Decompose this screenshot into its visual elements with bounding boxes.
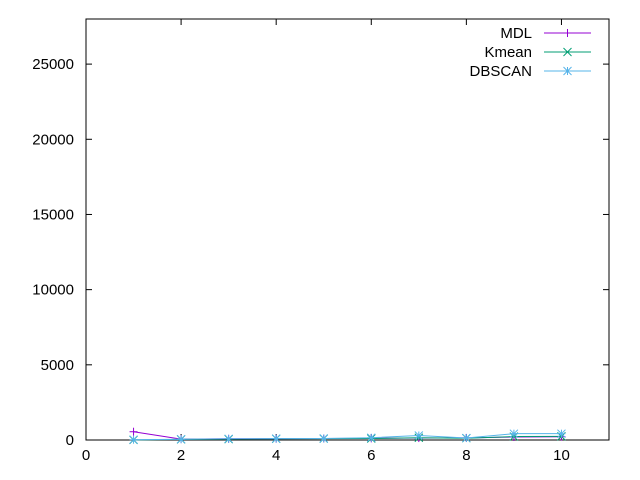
y-tick-label: 0: [66, 432, 74, 449]
series-layer: [129, 427, 566, 445]
data-point: [462, 433, 471, 443]
y-tick-label: 20000: [32, 131, 74, 148]
y-tick-label: 25000: [32, 56, 74, 73]
x-tick-label: 6: [367, 447, 375, 464]
data-point: [414, 431, 424, 440]
y-axis: 0 5000 10000 15000 20000 25000: [32, 56, 609, 449]
legend-marker: [563, 29, 572, 37]
data-point: [366, 433, 376, 443]
legend-item: DBSCAN: [469, 63, 591, 80]
data-point: [271, 434, 281, 444]
series-line: [133, 433, 562, 441]
x-tick-label: 10: [553, 447, 570, 464]
legend-label: MDL: [500, 25, 532, 42]
data-point: [129, 435, 138, 445]
y-tick-label: 10000: [32, 282, 74, 299]
legend-item: MDL: [500, 25, 591, 42]
legend-marker: [563, 47, 572, 57]
x-tick-label: 0: [82, 447, 90, 464]
legend-marker: [563, 66, 572, 76]
x-tick-label: 8: [462, 447, 470, 464]
series-dbscan: [129, 429, 566, 445]
data-point: [176, 434, 186, 444]
legend-label: DBSCAN: [469, 63, 532, 80]
x-tick-label: 2: [177, 447, 185, 464]
plot-frame: [85, 18, 610, 441]
data-point: [319, 434, 329, 443]
x-tick-label: 4: [272, 447, 280, 464]
data-point: [557, 429, 566, 439]
data-point: [224, 434, 233, 444]
x-axis: 0 2 4 6 8 10: [82, 19, 570, 464]
y-tick-label: 5000: [41, 357, 74, 374]
data-point: [129, 427, 138, 436]
legend: MDL Kmean DBSCAN: [469, 25, 591, 80]
y-tick-label: 15000: [32, 206, 74, 223]
legend-label: Kmean: [484, 44, 532, 61]
legend-item: Kmean: [484, 44, 591, 61]
data-point: [509, 429, 519, 439]
